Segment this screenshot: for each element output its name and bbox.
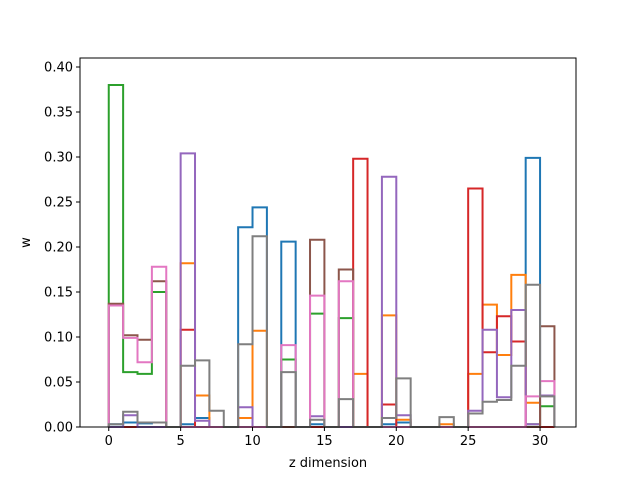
x-tick-label: 25 <box>460 434 477 449</box>
x-tick-label: 10 <box>244 434 261 449</box>
y-tick-label: 0.35 <box>44 106 73 121</box>
axes-frame <box>79 57 577 428</box>
y-axis-label: w <box>19 237 34 248</box>
y-tick-label: 0.25 <box>44 196 73 211</box>
y-tick-label: 0.05 <box>44 376 73 391</box>
x-tick-label: 30 <box>532 434 549 449</box>
x-tick-label: 20 <box>388 434 405 449</box>
x-tick-label: 5 <box>176 434 184 449</box>
y-tick-label: 0.20 <box>44 241 73 256</box>
y-tick-label: 0.15 <box>44 286 73 301</box>
y-tick-label: 0.00 <box>44 421 73 436</box>
x-axis: 0 5 10 15 20 25 30 <box>105 427 549 449</box>
y-tick-label: 0.10 <box>44 331 73 346</box>
y-axis: 0.00 0.05 0.10 0.15 0.20 0.25 0.30 0.35 0.40 <box>44 61 80 436</box>
x-tick-label: 0 <box>105 434 113 449</box>
y-tick-label: 0.30 <box>44 151 73 166</box>
x-tick-label: 15 <box>316 434 333 449</box>
y-tick-label: 0.40 <box>44 61 73 76</box>
x-axis-label: z dimension <box>289 456 367 471</box>
